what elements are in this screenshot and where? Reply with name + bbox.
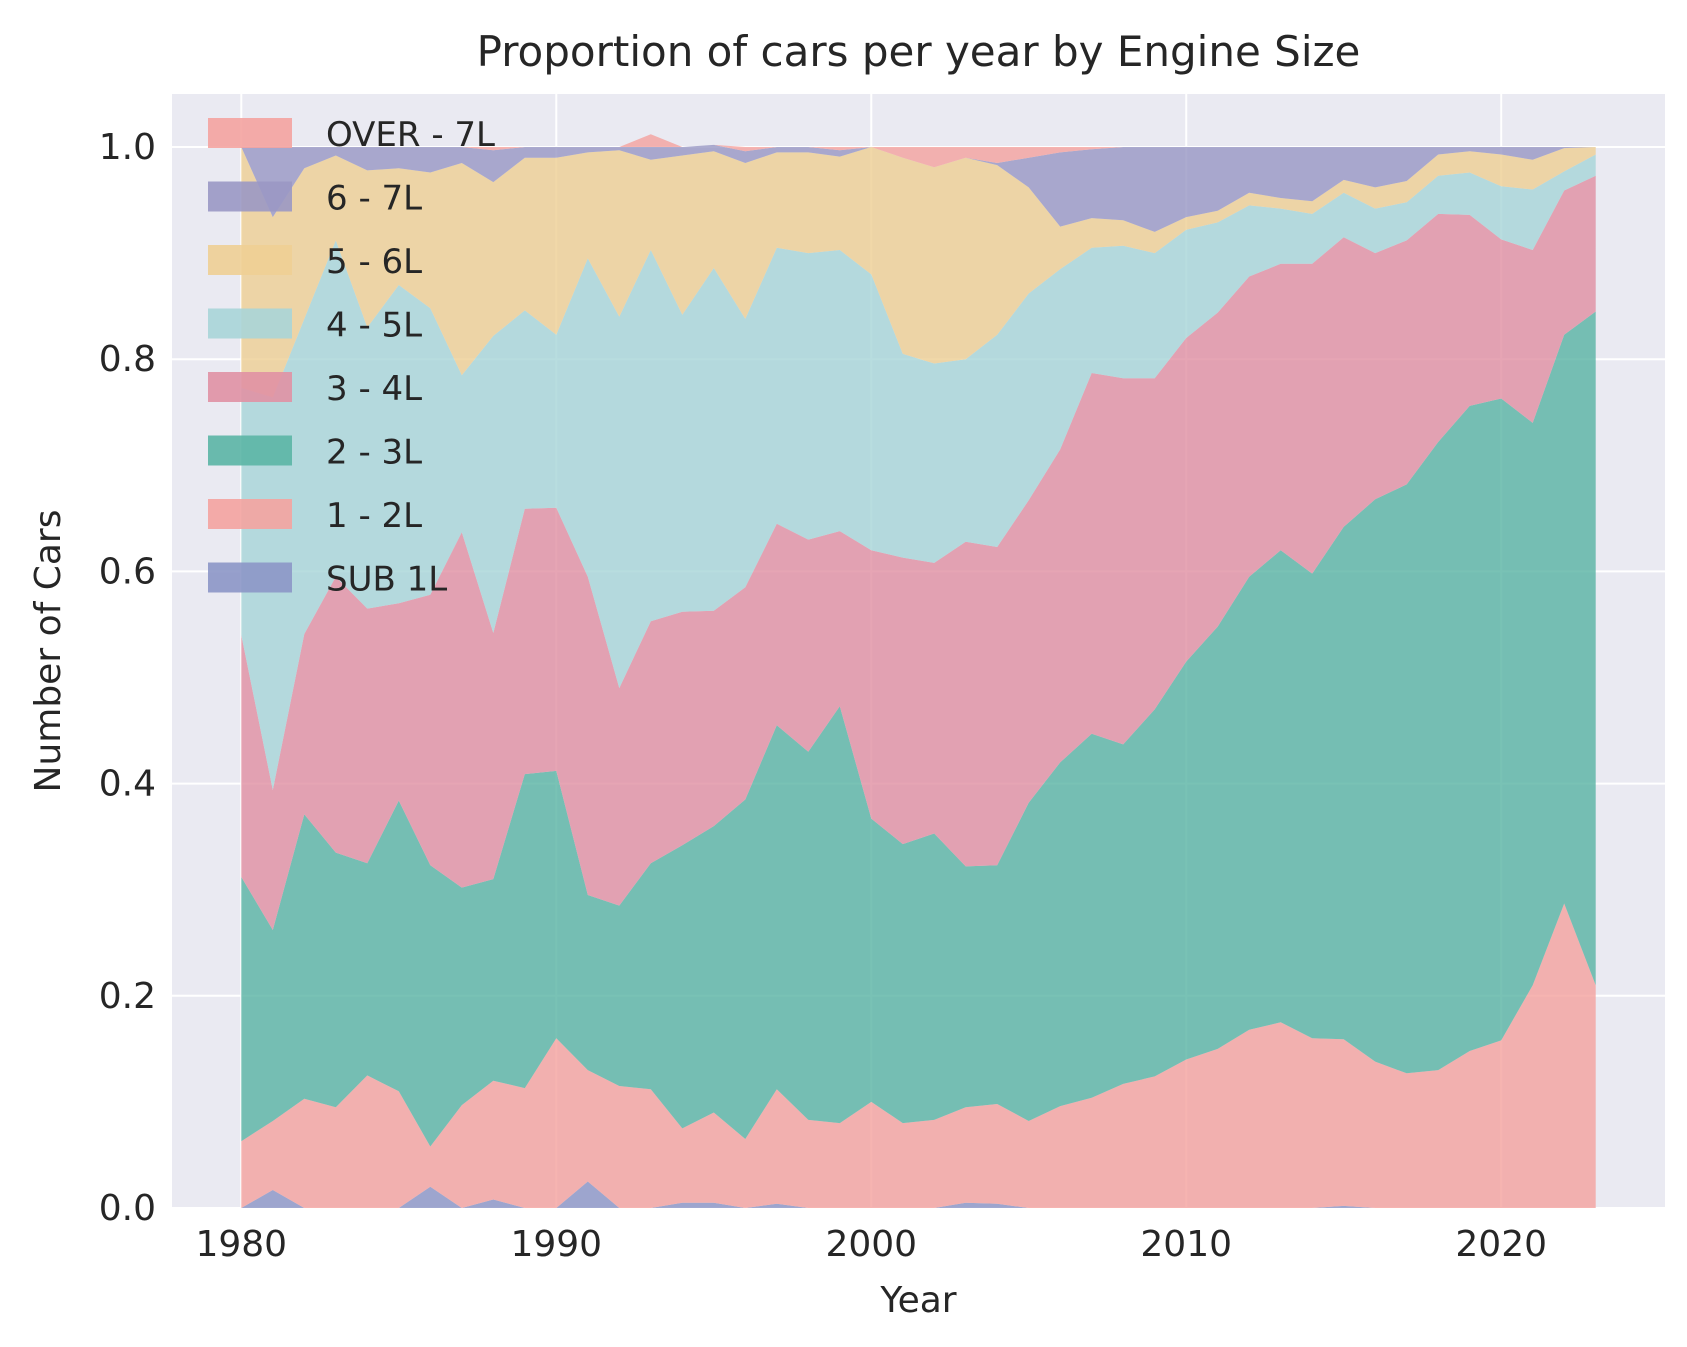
legend-swatch-5-6l	[208, 245, 292, 275]
stacked-areas	[241, 134, 1596, 1208]
x-axis-label: Year	[879, 1280, 956, 1321]
y-tick-label: 0.0	[99, 1188, 156, 1229]
legend-label-sub-1l: SUB 1L	[326, 560, 447, 600]
legend-label-2-3l: 2 - 3L	[326, 433, 422, 473]
x-axis-ticks: 1980 1990 2000 2010 2020	[195, 1224, 1547, 1265]
legend-label-over-7l: OVER - 7L	[326, 115, 495, 155]
area-2-3l	[241, 311, 1596, 1147]
legend-swatch-sub-1l	[208, 562, 292, 593]
chart-title: Proportion of cars per year by Engine Si…	[477, 27, 1361, 76]
y-tick-label: 0.2	[99, 976, 156, 1017]
legend-swatch-3-4l	[208, 372, 292, 402]
legend-label-1-2l: 1 - 2L	[326, 496, 422, 536]
y-axis-label: Number of Cars	[28, 510, 69, 793]
area-over-7l	[241, 134, 1596, 168]
legend-swatch-2-3l	[208, 435, 292, 466]
legend-label-5-6l: 5 - 6L	[326, 242, 422, 282]
legend-label-3-4l: 3 - 4L	[326, 369, 422, 409]
x-tick-label: 2010	[1140, 1224, 1232, 1265]
y-tick-label: 0.8	[99, 339, 156, 380]
x-tick-label: 2000	[825, 1224, 917, 1265]
area-3-4l	[241, 175, 1596, 930]
y-tick-label: 0.4	[99, 764, 156, 805]
legend-swatch-1-2l	[208, 499, 292, 529]
x-tick-label: 2020	[1455, 1224, 1547, 1265]
y-axis-ticks: 0.0 0.2 0.4 0.6 0.8 1.0	[99, 127, 156, 1229]
legend-swatch-4-5l	[208, 308, 292, 339]
y-tick-label: 1.0	[99, 127, 156, 168]
legend-swatch-over-7l	[208, 118, 292, 148]
y-tick-label: 0.6	[99, 551, 156, 592]
area-sub-1l	[241, 1181, 1596, 1208]
legend-label-4-5l: 4 - 5L	[326, 306, 422, 346]
x-tick-label: 1980	[195, 1224, 287, 1265]
legend-swatch-6-7l	[208, 181, 292, 212]
area-4-5l	[241, 154, 1596, 790]
area-5-6l	[241, 147, 1596, 398]
area-1-2l	[241, 903, 1596, 1208]
area-6-7l	[241, 144, 1596, 232]
legend-label-6-7l: 6 - 7L	[326, 179, 422, 219]
legend: OVER - 7L 6 - 7L 5 - 6L 4 - 5L 3 - 4L 2 - 3L 1…	[208, 115, 495, 600]
x-tick-label: 1990	[510, 1224, 602, 1265]
